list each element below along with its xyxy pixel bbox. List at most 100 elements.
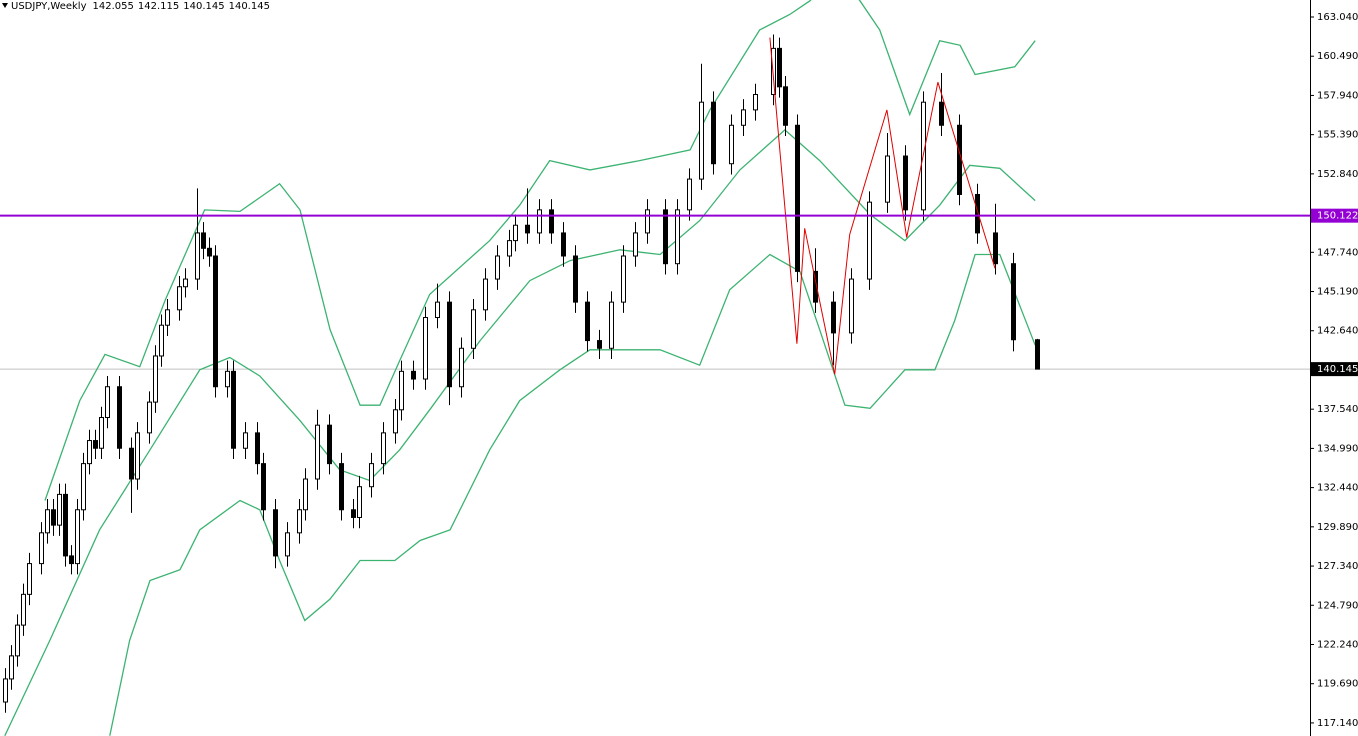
candle-body bbox=[573, 255, 578, 303]
candle-body bbox=[957, 124, 962, 195]
candle-body bbox=[645, 209, 650, 234]
candle-body bbox=[483, 278, 488, 311]
candle-body bbox=[213, 255, 218, 388]
candle-body bbox=[339, 463, 344, 511]
high-value: 142.115 bbox=[138, 1, 179, 12]
candle-body bbox=[243, 432, 248, 449]
candle-body bbox=[381, 432, 386, 465]
candle-body bbox=[537, 209, 542, 234]
candle-body bbox=[327, 424, 332, 465]
candle-body bbox=[813, 270, 818, 303]
candle-body bbox=[1011, 263, 1016, 341]
candle-body bbox=[177, 286, 182, 311]
candle-body bbox=[201, 232, 206, 249]
candle-body bbox=[273, 509, 278, 557]
zigzag-line bbox=[769, 37, 996, 375]
candle-body bbox=[459, 347, 464, 388]
candle-body bbox=[585, 301, 590, 342]
candle-body bbox=[105, 386, 110, 418]
candle-body bbox=[675, 209, 680, 265]
candle-body bbox=[117, 386, 122, 449]
candle-body bbox=[135, 432, 140, 480]
y-tick-label: 119.690 bbox=[1317, 679, 1358, 690]
candle-body bbox=[885, 155, 890, 203]
candle-body bbox=[525, 224, 530, 234]
y-tick-label: 129.890 bbox=[1317, 522, 1358, 533]
candle-body bbox=[507, 240, 512, 257]
candle-body bbox=[207, 247, 212, 257]
candle-body bbox=[225, 370, 230, 388]
candle-body bbox=[195, 232, 200, 280]
y-tick-label: 127.340 bbox=[1317, 561, 1358, 572]
y-tick-label: 132.440 bbox=[1317, 483, 1358, 494]
menu-arrow[interactable] bbox=[2, 3, 8, 8]
candle-body bbox=[597, 340, 602, 349]
candle-body bbox=[423, 317, 428, 380]
low-value: 140.145 bbox=[183, 1, 224, 12]
price-label-box bbox=[1311, 362, 1358, 377]
y-axis: 163.040 160.490 157.940 155.390 152.840 147.7… bbox=[1310, 12, 1358, 729]
price-label: 150.122 bbox=[1317, 211, 1358, 222]
candle-body bbox=[435, 301, 440, 319]
candle-body bbox=[57, 493, 62, 526]
candle-body bbox=[549, 209, 554, 234]
candle-body bbox=[867, 201, 872, 280]
candle-body bbox=[93, 440, 98, 449]
candle-body bbox=[39, 532, 44, 565]
candle-body bbox=[513, 224, 518, 242]
candle-body bbox=[231, 370, 236, 449]
plot-area bbox=[0, 0, 1310, 736]
candle-body bbox=[663, 209, 668, 265]
candle-body bbox=[45, 509, 50, 534]
candle-body bbox=[687, 178, 692, 211]
y-tick-label: 137.540 bbox=[1317, 404, 1358, 415]
candle-body bbox=[81, 463, 86, 511]
candle-body bbox=[903, 155, 908, 211]
candle-body bbox=[795, 124, 800, 272]
y-tick-label: 157.940 bbox=[1317, 90, 1358, 101]
candle-body bbox=[495, 255, 500, 280]
candle-body bbox=[1035, 339, 1040, 370]
close-value: 140.145 bbox=[229, 1, 270, 12]
candle-body bbox=[69, 555, 74, 565]
candle-body bbox=[147, 401, 152, 434]
candle-body bbox=[129, 447, 134, 480]
candle-body bbox=[393, 409, 398, 434]
candle-body bbox=[15, 624, 20, 657]
bollinger-band bbox=[44, 0, 1036, 501]
candle-body bbox=[9, 655, 14, 680]
candle-body bbox=[939, 101, 944, 126]
symbol: USDJPY,Weekly bbox=[11, 1, 87, 12]
candle-body bbox=[303, 478, 308, 511]
candle-body bbox=[831, 301, 836, 334]
candle-body bbox=[777, 47, 782, 88]
y-tick-label: 152.840 bbox=[1317, 169, 1358, 180]
price-label: 140.145 bbox=[1317, 364, 1358, 375]
candle-body bbox=[741, 109, 746, 126]
candle-body bbox=[51, 509, 56, 526]
candle-body bbox=[183, 278, 188, 288]
y-tick-label: 163.040 bbox=[1317, 12, 1358, 23]
candle-body bbox=[3, 678, 8, 703]
y-tick-label: 160.490 bbox=[1317, 51, 1358, 62]
header: USDJPY,Weekly 142.055 142.115 140.145 14… bbox=[2, 1, 270, 12]
candle-body bbox=[411, 370, 416, 380]
candle-body bbox=[297, 509, 302, 534]
candle-body bbox=[315, 424, 320, 480]
candle-body bbox=[63, 493, 68, 557]
candle-body bbox=[993, 232, 998, 265]
candle-body bbox=[261, 463, 266, 511]
candle-body bbox=[255, 432, 260, 465]
candle-body bbox=[609, 301, 614, 349]
y-tick-label: 134.990 bbox=[1317, 443, 1358, 454]
y-tick-label: 142.640 bbox=[1317, 326, 1358, 337]
price-label-box bbox=[1311, 208, 1358, 223]
candle-body bbox=[27, 563, 32, 595]
candle-body bbox=[87, 440, 92, 465]
candle-body bbox=[285, 532, 290, 557]
candle-body bbox=[471, 309, 476, 349]
y-tick-label: 145.190 bbox=[1317, 287, 1358, 298]
